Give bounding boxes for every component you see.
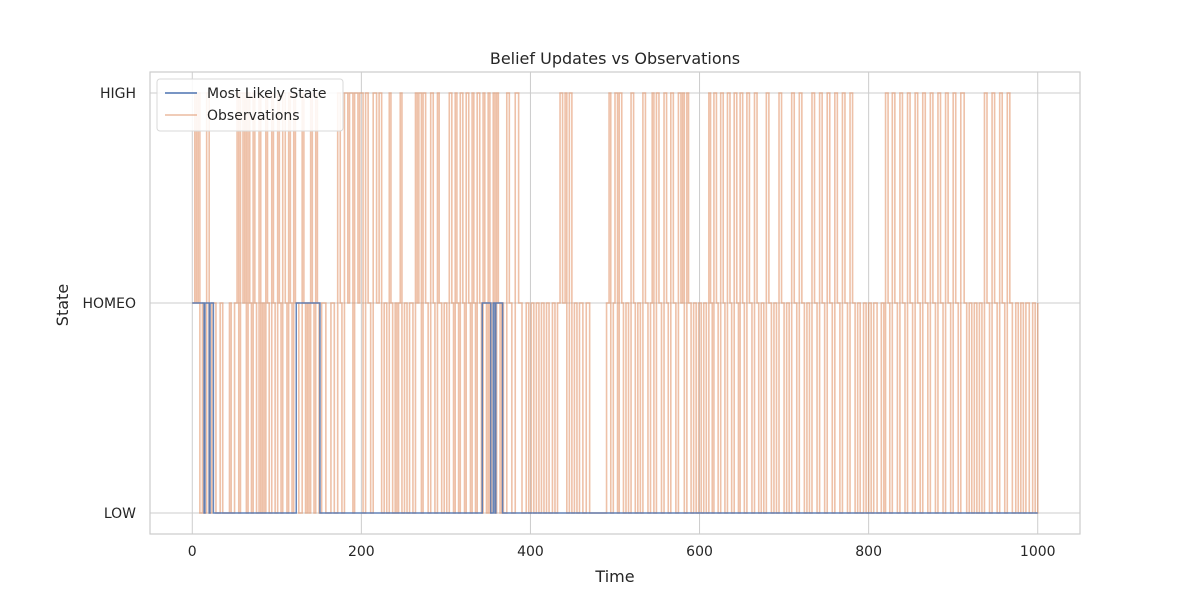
y-tick-labels: LOW HOMEO HIGH [83,86,137,522]
y-tick-label: HOMEO [83,296,137,312]
x-tick-labels: 0 200 400 600 800 1000 [188,544,1056,560]
x-axis-label: Time [594,567,634,586]
x-tick-label: 1000 [1020,544,1056,560]
x-tick-label: 0 [188,544,197,560]
y-tick-label: LOW [104,506,136,522]
x-tick-label: 600 [686,544,713,560]
x-tick-label: 200 [348,544,375,560]
legend: Most Likely State Observations [156,78,344,132]
y-tick-label: HIGH [100,86,136,102]
chart-title: Belief Updates vs Observations [490,49,740,68]
plot-frame [149,71,1081,535]
series-line-most-likely-state [192,302,1038,514]
legend-box [156,78,344,132]
x-tick-label: 800 [855,544,882,560]
legend-label-observations: Observations [207,108,300,124]
y-axis-label: State [53,284,72,326]
x-tick-label: 400 [517,544,544,560]
legend-label-most-likely-state: Most Likely State [207,86,326,102]
